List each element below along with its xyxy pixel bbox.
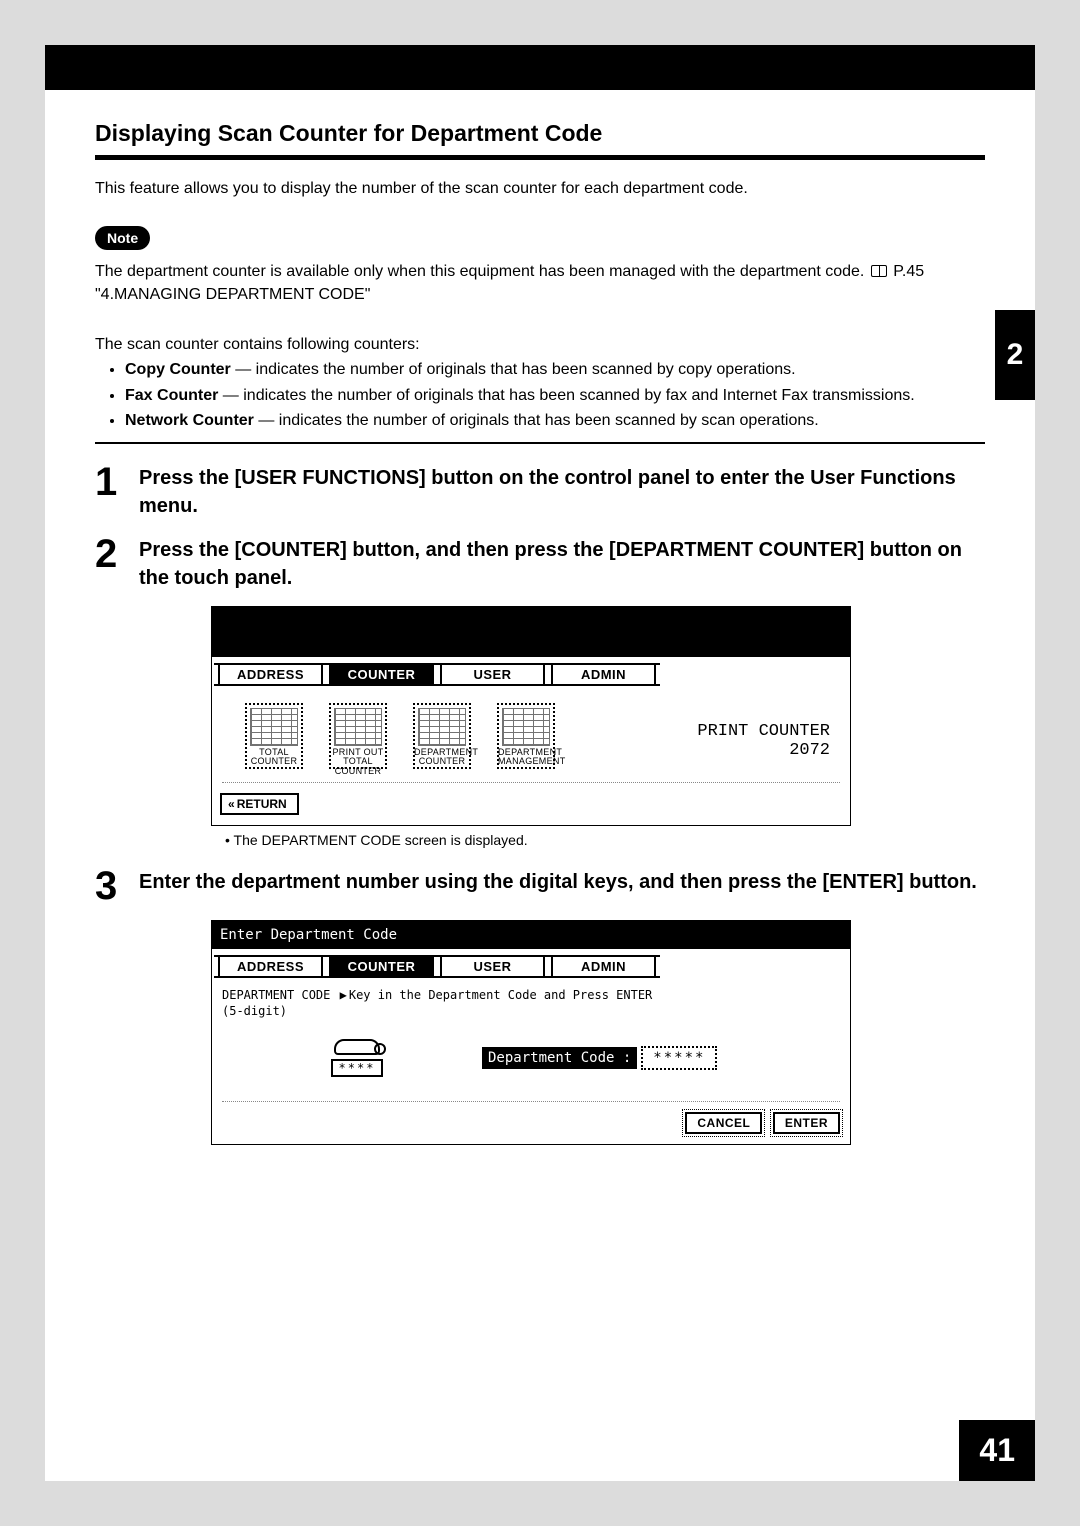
note-text-before: The department counter is available only… [95,263,869,280]
tab-admin[interactable]: ADMIN [551,663,656,686]
enter-button[interactable]: ENTER [773,1112,840,1134]
screen-titlebar [212,607,850,657]
tab-user[interactable]: USER [440,955,545,978]
tab-admin[interactable]: ADMIN [551,955,656,978]
department-management-button[interactable]: DEPARTMENT MANAGEMENT [488,706,564,768]
tab-address[interactable]: ADDRESS [218,955,323,978]
tab-row: ADDRESS COUNTER USER ADMIN [212,657,850,692]
touch-panel-screen-1: ADDRESS COUNTER USER ADMIN TOTAL COUNTER… [211,606,851,826]
chapter-tab: 2 [995,310,1035,400]
department-code-value[interactable]: ***** [641,1046,717,1070]
top-black-band [45,45,1035,90]
touch-panel-screen-2: Enter Department Code ADDRESS COUNTER US… [211,920,851,1145]
step-2-sub: The DEPARTMENT CODE screen is displayed. [225,832,985,848]
section-heading: Displaying Scan Counter for Department C… [95,120,985,160]
cancel-button[interactable]: CANCEL [685,1112,762,1134]
keypad-icon[interactable]: **** [312,1039,402,1077]
tab-user[interactable]: USER [440,663,545,686]
list-item: Network Counter — indicates the number o… [125,409,985,432]
tab-address[interactable]: ADDRESS [218,663,323,686]
department-code-field: Department Code : ***** [482,1046,717,1070]
arrow-icon: ▶ [340,988,347,1002]
list-item: Copy Counter — indicates the number of o… [125,358,985,381]
tab-counter[interactable]: COUNTER [329,955,434,978]
dotted-divider [222,1101,840,1102]
print-counter-display: PRINT COUNTER 2072 [697,706,840,760]
step-number: 2 [95,534,139,592]
step-text: Press the [COUNTER] button, and then pre… [139,534,985,592]
book-icon [871,265,887,277]
step-number: 1 [95,462,139,520]
counter-list: Copy Counter — indicates the number of o… [95,358,985,432]
list-item: Fax Counter — indicates the number of or… [125,384,985,407]
return-button[interactable]: RETURN [220,793,299,815]
intro-text: This feature allows you to display the n… [95,180,985,198]
hint-row: DEPARTMENT CODE ▶Key in the Department C… [212,984,850,1021]
tab-counter[interactable]: COUNTER [329,663,434,686]
step-text: Enter the department number using the di… [139,866,977,906]
step-number: 3 [95,866,139,906]
note-badge: Note [95,226,150,250]
department-counter-button[interactable]: DEPARTMENT COUNTER [404,706,480,768]
counter-intro: The scan counter contains following coun… [95,336,985,354]
dotted-divider [222,782,840,783]
page-number: 41 [959,1420,1035,1481]
screen-titlebar: Enter Department Code [212,921,850,949]
note-text: The department counter is available only… [95,260,985,306]
tab-row: ADDRESS COUNTER USER ADMIN [212,949,850,984]
total-counter-button[interactable]: TOTAL COUNTER [236,706,312,768]
step-text: Press the [USER FUNCTIONS] button on the… [139,462,985,520]
step-3: 3 Enter the department number using the … [95,866,985,906]
divider [95,442,985,444]
step-1: 1 Press the [USER FUNCTIONS] button on t… [95,462,985,520]
print-out-total-counter-button[interactable]: PRINT OUT TOTAL COUNTER [320,706,396,768]
step-2: 2 Press the [COUNTER] button, and then p… [95,534,985,592]
